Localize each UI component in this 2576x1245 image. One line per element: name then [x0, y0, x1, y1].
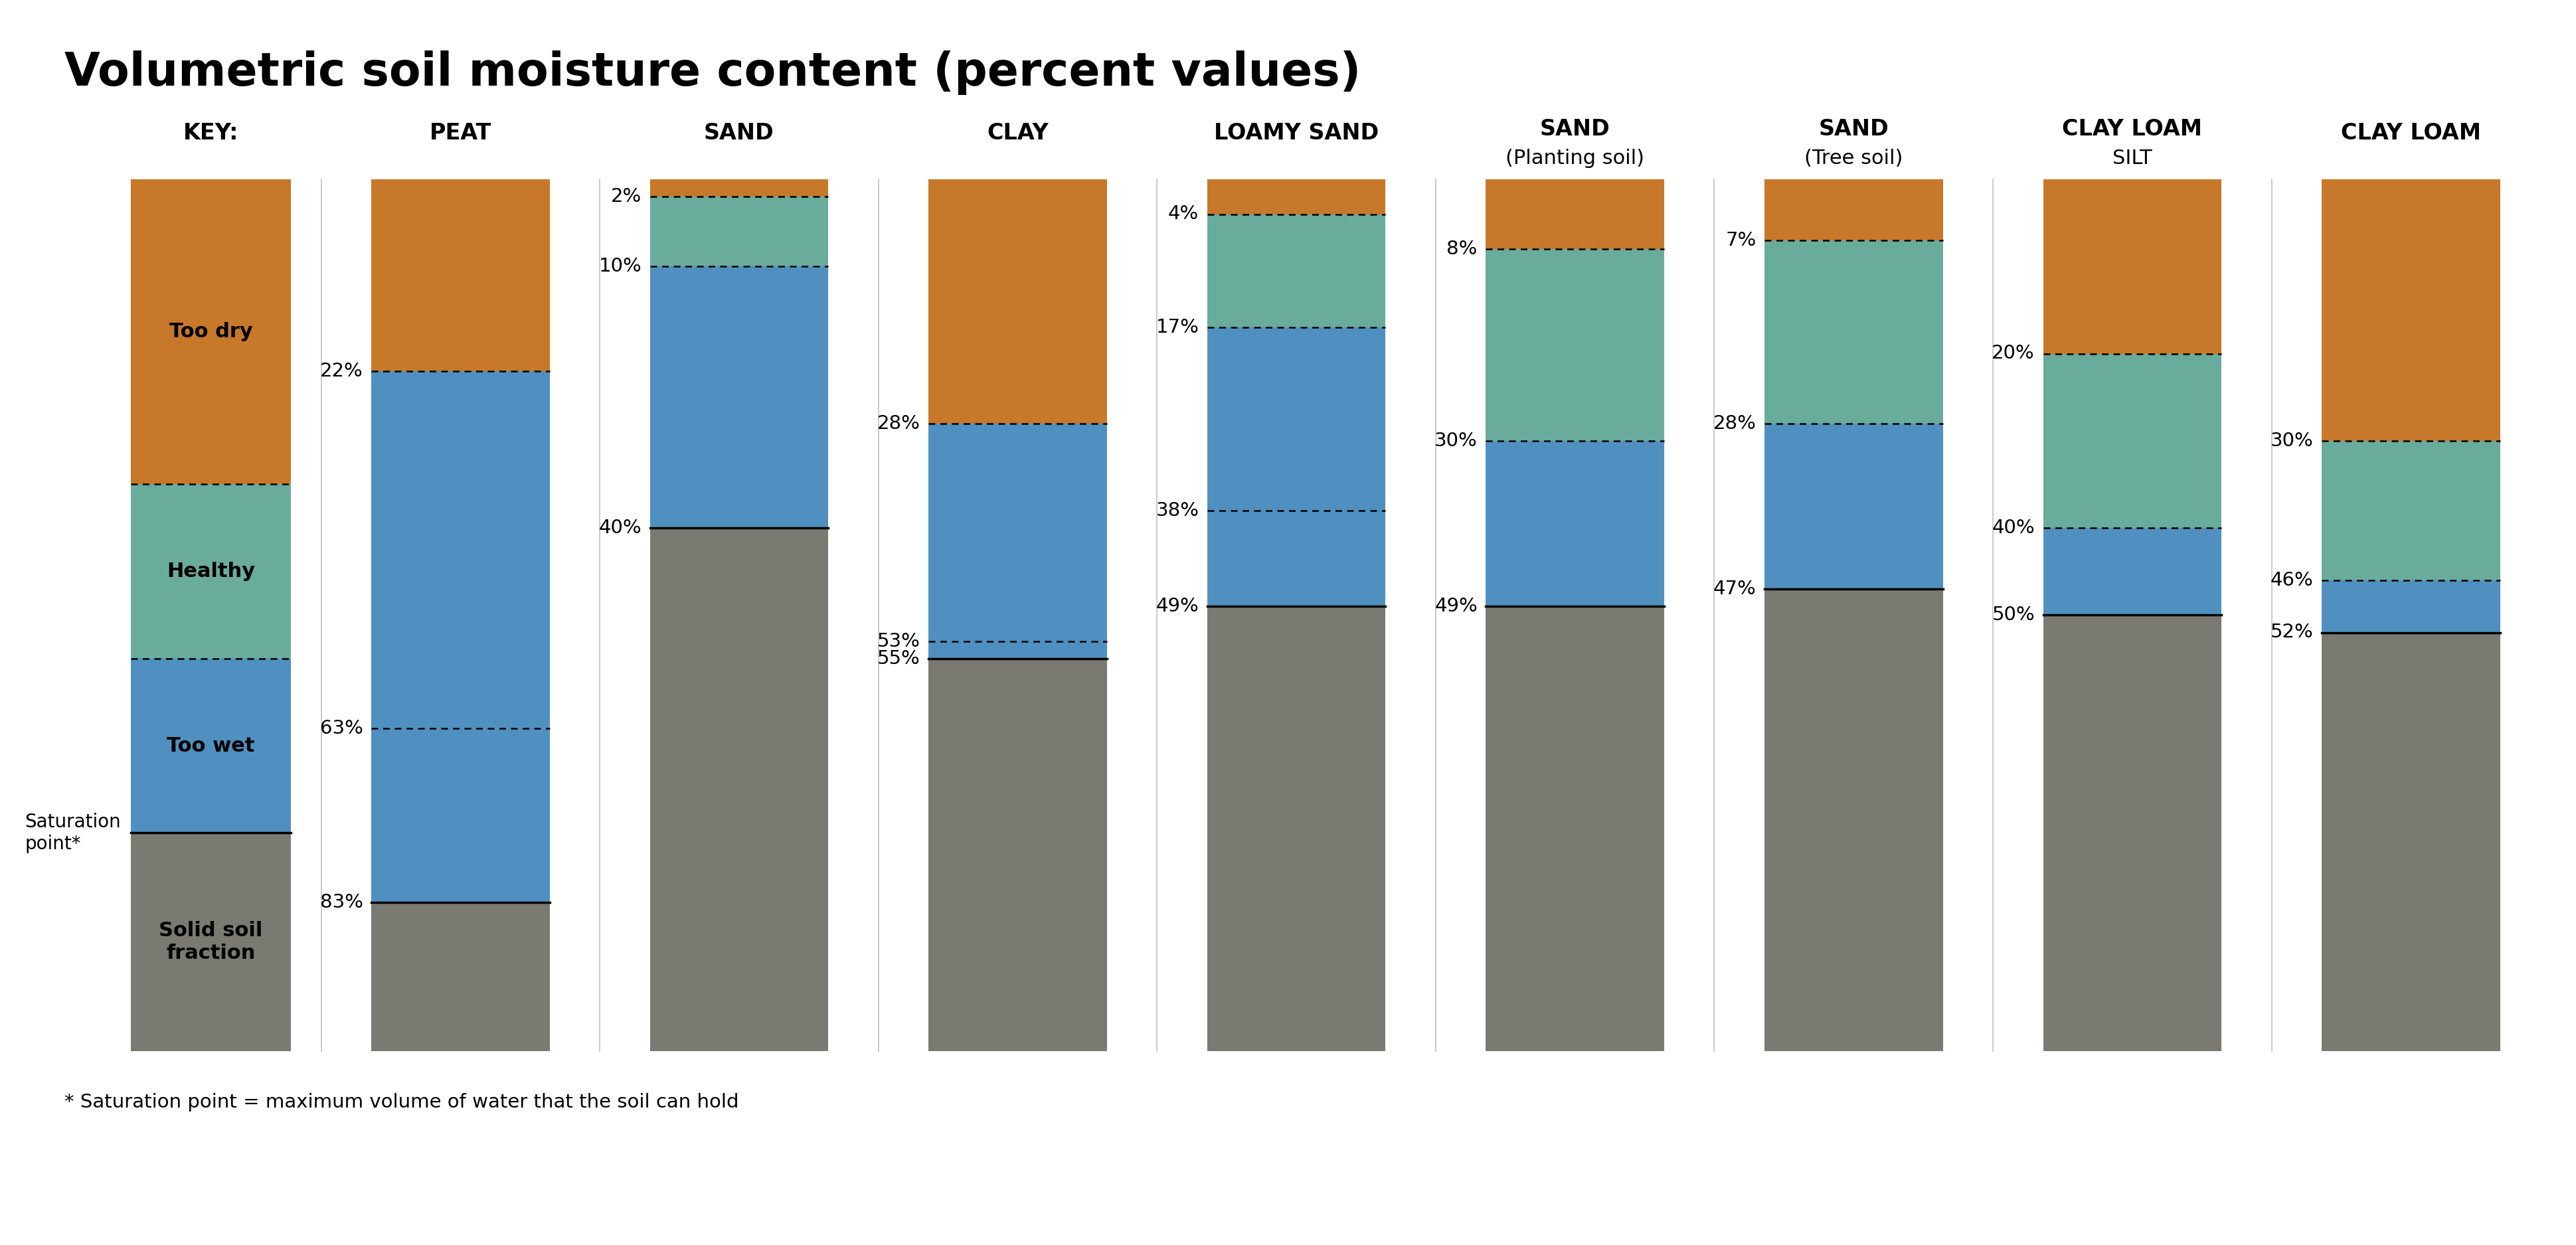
- Text: 28%: 28%: [878, 415, 920, 432]
- Text: 38%: 38%: [1157, 502, 1198, 519]
- Bar: [649, 528, 829, 1051]
- Text: CLAY LOAM: CLAY LOAM: [2063, 118, 2202, 139]
- Bar: [1208, 327, 1386, 510]
- Bar: [131, 833, 291, 1051]
- Bar: [371, 728, 549, 903]
- Text: 4%: 4%: [1167, 205, 1198, 223]
- Text: 52%: 52%: [2269, 624, 2313, 641]
- Bar: [927, 659, 1108, 1051]
- Bar: [1208, 214, 1386, 327]
- Text: Too dry: Too dry: [170, 322, 252, 341]
- Text: SILT: SILT: [2112, 148, 2151, 168]
- Bar: [927, 423, 1108, 641]
- Text: CLAY: CLAY: [987, 122, 1048, 144]
- Text: (Planting soil): (Planting soil): [1504, 148, 1643, 168]
- Bar: [1208, 510, 1386, 606]
- Bar: [2321, 580, 2501, 632]
- Bar: [649, 179, 829, 197]
- Text: Saturation
point*: Saturation point*: [26, 813, 121, 853]
- Text: SENSÔTERRA: SENSÔTERRA: [2197, 1173, 2514, 1215]
- Bar: [1765, 179, 1942, 240]
- Text: 50%: 50%: [1991, 606, 2035, 624]
- Text: 20%: 20%: [1991, 345, 2035, 362]
- Text: 40%: 40%: [1991, 519, 2035, 537]
- Text: 83%: 83%: [319, 894, 363, 911]
- Bar: [927, 179, 1108, 423]
- Bar: [2321, 441, 2501, 580]
- Text: SAND: SAND: [1540, 118, 1610, 139]
- Bar: [1765, 240, 1942, 423]
- Text: Solid soil
fraction: Solid soil fraction: [160, 921, 263, 962]
- Text: 7%: 7%: [1726, 232, 1757, 249]
- Text: SAND: SAND: [1819, 118, 1888, 139]
- Bar: [1765, 589, 1942, 1051]
- Bar: [2321, 179, 2501, 441]
- Text: 55%: 55%: [878, 650, 920, 667]
- Text: * Saturation point = maximum volume of water that the soil can hold: * Saturation point = maximum volume of w…: [64, 1093, 739, 1112]
- Bar: [1208, 606, 1386, 1051]
- Text: 28%: 28%: [1713, 415, 1757, 432]
- Text: Too wet: Too wet: [167, 736, 255, 756]
- Text: Volumetric soil moisture content (percent values): Volumetric soil moisture content (percen…: [64, 51, 1360, 95]
- Text: 17%: 17%: [1157, 319, 1198, 336]
- Bar: [927, 641, 1108, 659]
- Bar: [131, 484, 291, 659]
- Bar: [2043, 528, 2221, 615]
- Bar: [2043, 615, 2221, 1051]
- Text: 49%: 49%: [1157, 598, 1198, 615]
- Bar: [2321, 632, 2501, 1051]
- Text: 22%: 22%: [319, 362, 363, 380]
- Text: 10%: 10%: [598, 258, 641, 275]
- Text: 30%: 30%: [1435, 432, 1479, 449]
- Text: 63%: 63%: [319, 720, 363, 737]
- Text: 46%: 46%: [2269, 571, 2313, 589]
- Text: (Tree soil): (Tree soil): [1803, 148, 1904, 168]
- Bar: [1486, 179, 1664, 249]
- Bar: [649, 197, 829, 266]
- Text: 2%: 2%: [611, 188, 641, 205]
- Text: CLAY LOAM: CLAY LOAM: [2342, 122, 2481, 144]
- Text: 30%: 30%: [2269, 432, 2313, 449]
- Bar: [1486, 249, 1664, 441]
- Bar: [2043, 354, 2221, 528]
- Bar: [371, 371, 549, 728]
- Text: LOAMY SAND: LOAMY SAND: [1213, 122, 1378, 144]
- Bar: [1486, 441, 1664, 606]
- Text: 53%: 53%: [878, 632, 920, 650]
- Bar: [2043, 179, 2221, 354]
- Bar: [1765, 423, 1942, 589]
- Text: 40%: 40%: [598, 519, 641, 537]
- Bar: [131, 659, 291, 833]
- Bar: [131, 179, 291, 484]
- Bar: [649, 266, 829, 528]
- Bar: [1486, 606, 1664, 1051]
- Bar: [371, 179, 549, 371]
- Text: PEAT: PEAT: [430, 122, 492, 144]
- Bar: [1208, 179, 1386, 214]
- Text: KEY:: KEY:: [183, 122, 240, 144]
- Text: 8%: 8%: [1448, 240, 1479, 258]
- Text: 49%: 49%: [1435, 598, 1479, 615]
- Bar: [371, 903, 549, 1051]
- Text: Healthy: Healthy: [167, 561, 255, 581]
- Text: 47%: 47%: [1713, 580, 1757, 598]
- Text: SAND: SAND: [703, 122, 775, 144]
